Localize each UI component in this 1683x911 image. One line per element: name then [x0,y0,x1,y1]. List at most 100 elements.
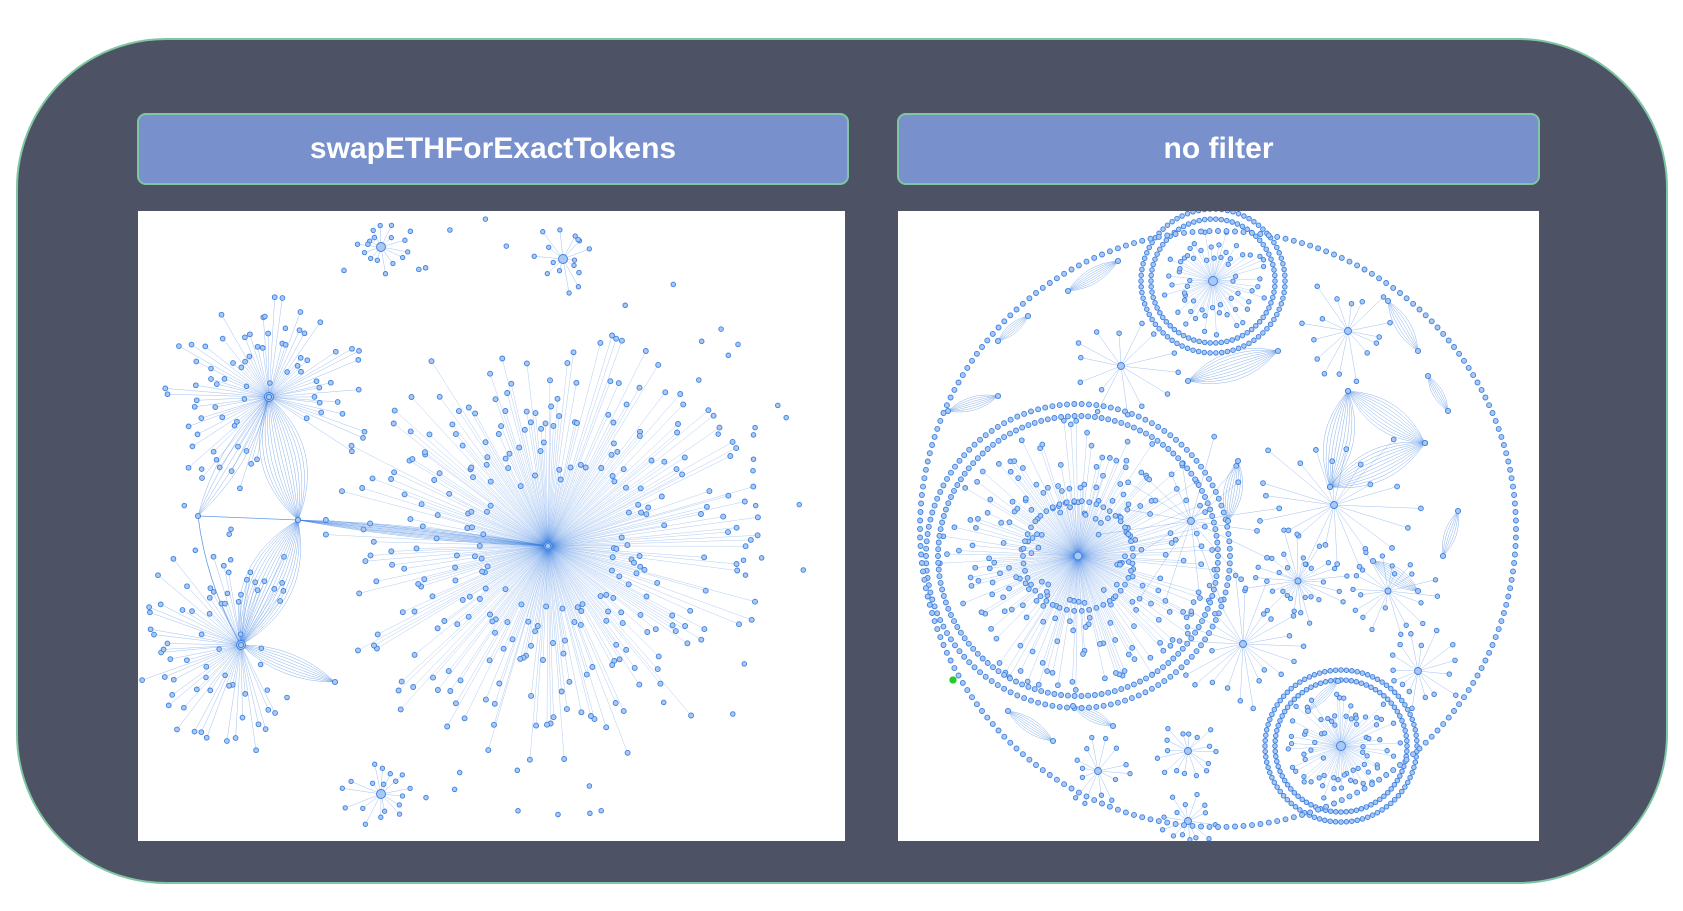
graph-node [478,555,485,562]
graph-node [1212,617,1219,624]
graph-node [355,647,361,654]
graph-edge [547,545,641,567]
graph-edge [268,396,299,521]
graph-node [1391,571,1398,577]
graph-node [698,338,705,345]
graph-node [1264,554,1270,561]
graph-node [613,545,620,552]
graph-node [1139,289,1145,296]
graph-node [1140,295,1146,301]
graph-node [1308,747,1314,753]
graph-edge [1067,260,1119,292]
graph-edge [1190,436,1215,522]
graph-edge [1329,390,1349,488]
graph-node [1167,530,1174,536]
graph-edge [547,545,620,577]
graph-node [1381,793,1387,799]
graph-node [304,357,311,364]
graph-node [532,472,538,479]
graph-node [464,525,471,531]
graph-node [348,442,355,449]
graph-node [574,604,581,611]
graph-node [736,621,742,628]
graph-node [1032,518,1039,525]
graph-edge [1077,555,1111,623]
graph-edge [1340,745,1351,781]
graph-node [1137,678,1143,685]
graph-edge [1259,504,1335,522]
graph-node [1240,822,1247,829]
graph-edge [1329,442,1426,488]
graph-node [1384,297,1392,305]
graph-node [1273,732,1279,739]
graph-node [1174,768,1180,774]
graph-node [407,228,414,235]
graph-node [1176,638,1183,644]
graph-edge [1195,280,1214,319]
graph-node [1220,509,1227,516]
graph-node [1285,527,1292,534]
graph-node [1040,618,1047,625]
graph-node [931,433,938,440]
graph-edge [493,545,549,725]
graph-node [1384,587,1392,595]
graph-edge [1077,441,1128,557]
graph-node [989,579,996,586]
graph-node [1218,254,1224,261]
graph-edge [1305,745,1342,760]
graph-node [1228,295,1234,301]
graph-node [1338,667,1344,673]
graph-edge [547,398,558,547]
graph-node [1289,764,1296,771]
graph-node [1380,701,1387,707]
graph-edge [1336,694,1342,747]
graph-edge [240,644,336,683]
graph-edge [1324,330,1349,374]
graph-node [752,598,758,605]
graph-edge [1329,442,1426,488]
graph-node [1382,605,1388,611]
graph-node [1133,607,1139,613]
graph-edge [1077,542,1172,557]
graph-edge [1185,280,1214,325]
graph-edge [547,455,731,547]
graph-edge [1347,390,1426,444]
graph-edge [161,644,242,653]
graph-edge [1307,680,1339,712]
graph-edge [1164,750,1189,773]
graph-edge [996,555,1079,639]
graph-node [1202,802,1208,808]
graph-edge [1007,710,1054,742]
graph-edge [400,545,549,710]
graph-edge [547,468,677,547]
graph-node [1155,423,1162,430]
graph-node [996,660,1003,666]
graph-node [1191,337,1197,343]
graph-node [1199,307,1205,313]
graph-node [969,357,975,364]
graph-node [1289,718,1296,724]
graph-node [1271,316,1277,323]
graph-node [733,561,740,567]
graph-node [179,607,186,613]
graph-edge [373,545,549,646]
graph-node [1063,606,1070,613]
graph-edge [1077,555,1143,586]
graph-edge [1329,390,1349,488]
graph-node [1224,517,1232,525]
graph-edge [268,396,343,415]
graph-node [1269,588,1276,594]
graph-node [1315,245,1322,252]
graph-node [1334,561,1341,567]
graph-node [1175,309,1181,315]
graph-node [1397,740,1403,746]
graph-node [1056,703,1063,710]
graph-node [1204,605,1211,612]
graph-edge [521,545,549,605]
graph-node [452,577,459,584]
graph-node [965,465,972,472]
graph-edge [1235,575,1244,645]
graph-node [161,674,168,680]
graph-node [1383,772,1390,778]
graph-edge [437,545,549,629]
